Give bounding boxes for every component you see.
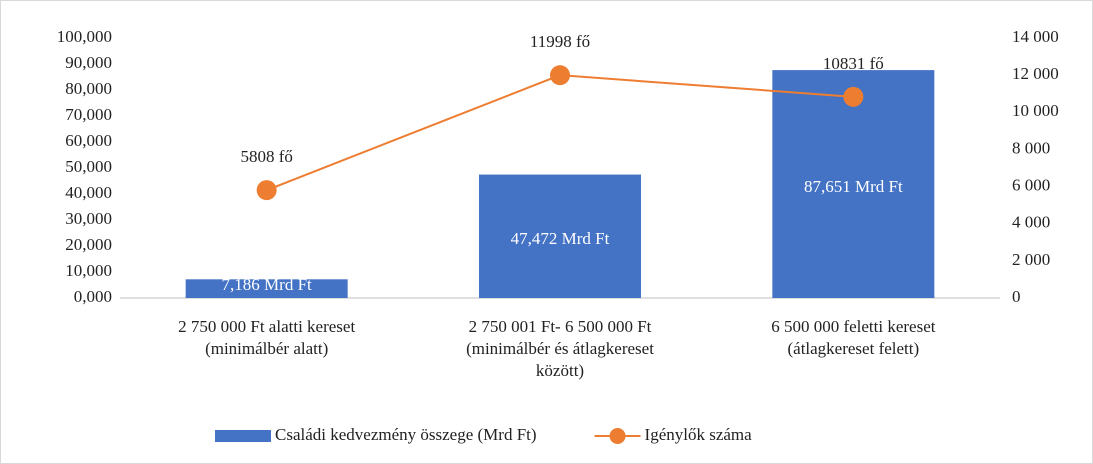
y2-tick-label: 4 000 bbox=[1012, 213, 1050, 232]
legend-label: Családi kedvezmény összege (Mrd Ft) bbox=[275, 425, 537, 444]
bar-value-label: 7,186 Mrd Ft bbox=[222, 275, 312, 294]
x-tick-label-line: 2 750 001 Ft- 6 500 000 Ft bbox=[469, 317, 652, 336]
y-tick-label: 40,000 bbox=[65, 183, 112, 202]
legend-swatch bbox=[215, 430, 271, 442]
x-tick-label-line: (átlagkereset felett) bbox=[787, 339, 919, 358]
y2-tick-label: 2 000 bbox=[1012, 250, 1050, 269]
y-tick-label: 70,000 bbox=[65, 105, 112, 124]
y-tick-label: 0,000 bbox=[74, 287, 112, 306]
legend-label: Igénylők száma bbox=[645, 425, 753, 444]
x-tick-label: 2 750 000 Ft alatti kereset (minimálbér a… bbox=[178, 317, 355, 358]
x-tick-label-line: (minimálbér alatt) bbox=[205, 339, 328, 358]
y-tick-label: 80,000 bbox=[65, 79, 112, 98]
bar bbox=[185, 279, 348, 298]
y2-tick-label: 0 bbox=[1012, 287, 1021, 306]
y-tick-label: 90,000 bbox=[65, 53, 112, 72]
y2-tick-label: 12 000 bbox=[1012, 64, 1059, 83]
line-marker bbox=[256, 180, 277, 201]
x-tick-label: 2 750 001 Ft- 6 500 000 Ft (minimálbér és… bbox=[466, 317, 654, 380]
x-tick-label-line: 6 500 000 feletti kereset bbox=[771, 317, 936, 336]
y2-tick-label: 8 000 bbox=[1012, 138, 1050, 157]
y-tick-label: 20,000 bbox=[65, 235, 112, 254]
y-tick-label: 60,000 bbox=[65, 131, 112, 150]
y-tick-label: 50,000 bbox=[65, 157, 112, 176]
x-tick-label: 6 500 000 feletti kereset (átlagkereset f… bbox=[771, 317, 936, 358]
bar bbox=[772, 70, 935, 299]
y2-tick-label: 6 000 bbox=[1012, 175, 1050, 194]
legend-swatch-marker bbox=[609, 428, 626, 444]
line-marker bbox=[843, 86, 864, 107]
x-tick-label-line: (minimálbér és átlagkereset bbox=[466, 339, 654, 358]
bar-value-label: 87,651 Mrd Ft bbox=[804, 177, 903, 196]
bar bbox=[479, 174, 641, 298]
x-tick-label-line: 2 750 000 Ft alatti kereset bbox=[178, 317, 355, 336]
y2-tick-label: 10 000 bbox=[1012, 101, 1059, 120]
y-tick-label: 30,000 bbox=[65, 209, 112, 228]
line-marker bbox=[550, 65, 570, 86]
line-value-label: 11998 fő bbox=[530, 32, 590, 51]
bar-value-label: 47,472 Mrd Ft bbox=[511, 229, 610, 248]
y2-tick-label: 14 000 bbox=[1012, 27, 1059, 46]
y-tick-label: 10,000 bbox=[65, 261, 112, 280]
line-value-label: 5808 fő bbox=[240, 147, 292, 166]
x-tick-label-line: között) bbox=[536, 361, 584, 380]
y-tick-label: 100,000 bbox=[57, 27, 112, 46]
line-value-label: 10831 fő bbox=[823, 54, 884, 73]
